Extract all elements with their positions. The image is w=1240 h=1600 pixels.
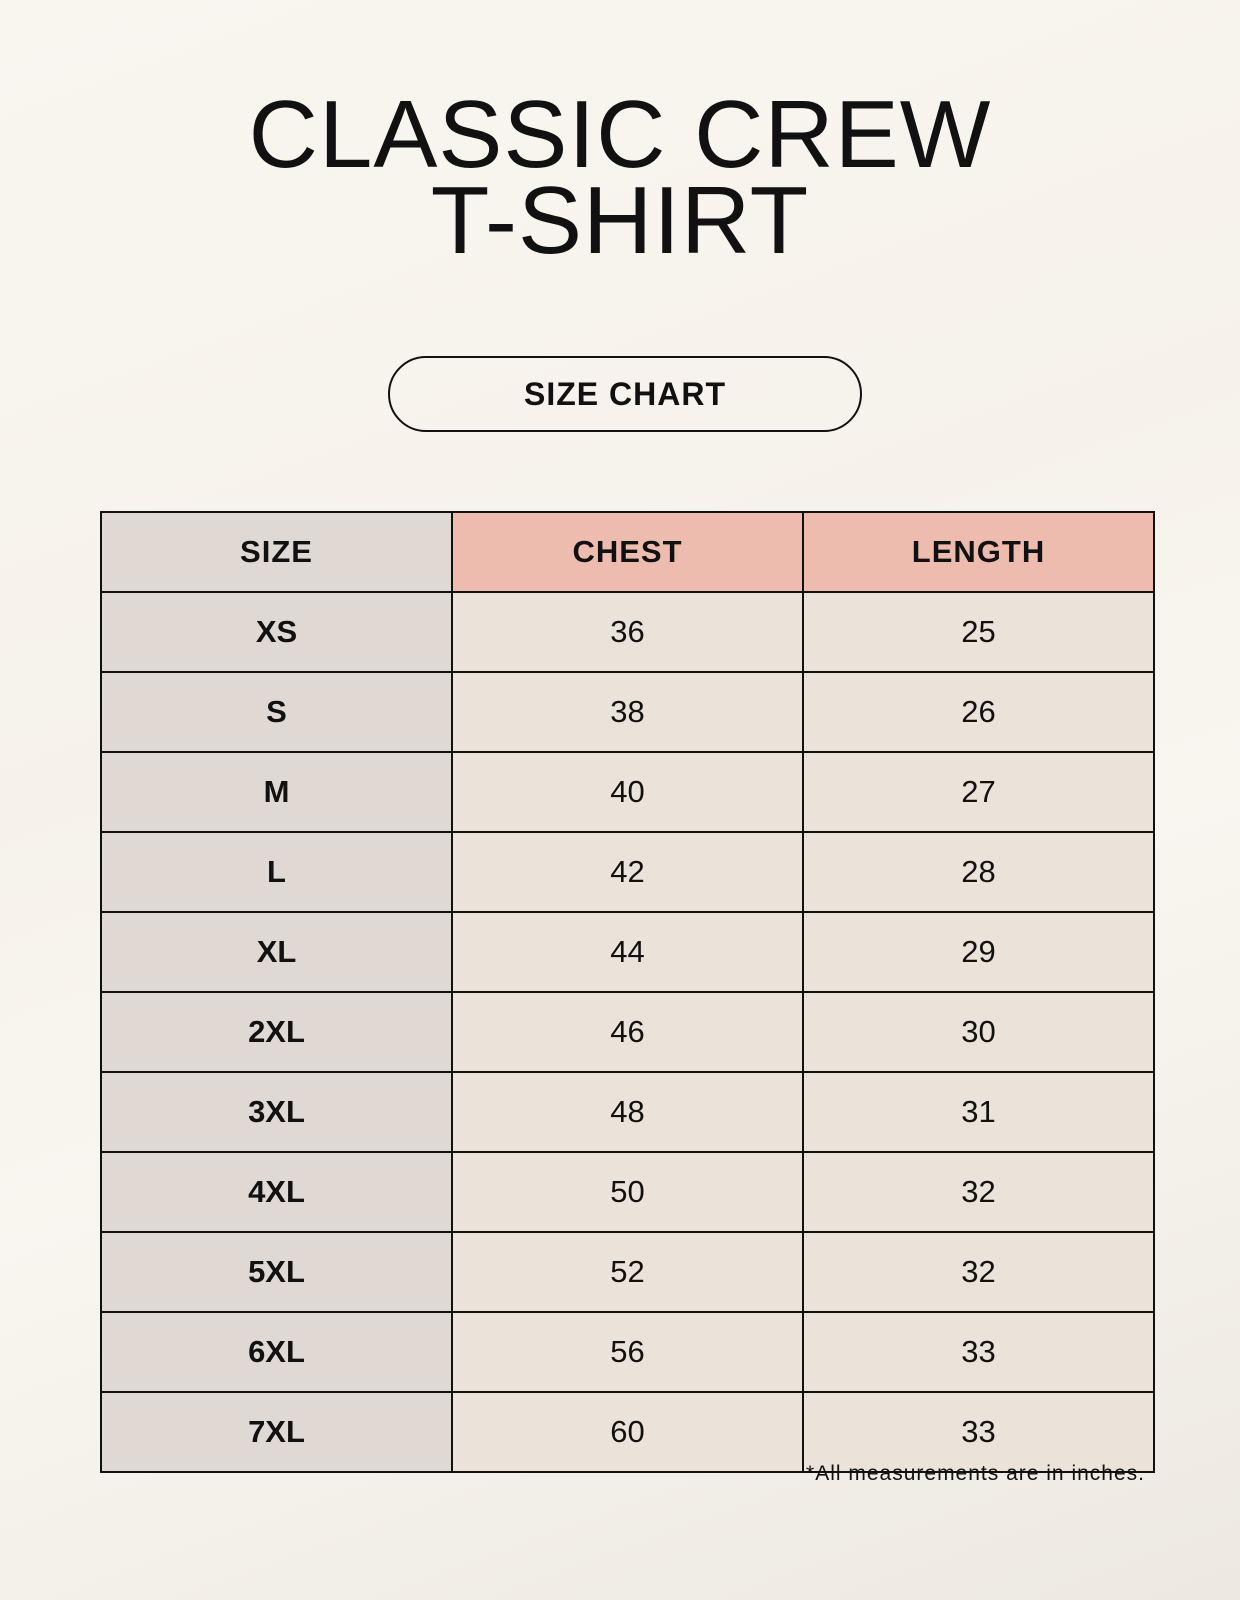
cell-length: 25 (802, 591, 1155, 673)
cell-chest: 48 (451, 1071, 804, 1153)
header-chest: CHEST (451, 511, 804, 593)
cell-size: 2XL (100, 991, 453, 1073)
cell-size: 3XL (100, 1071, 453, 1153)
table-row: 7XL 60 33 (100, 1391, 1155, 1473)
cell-length: 33 (802, 1311, 1155, 1393)
cell-length: 31 (802, 1071, 1155, 1153)
size-table: SIZE CHEST LENGTH XS 36 25 S 38 26 M 40 27 L 42 28 X… (100, 511, 1155, 1473)
cell-chest: 38 (451, 671, 804, 753)
cell-size: L (100, 831, 453, 913)
cell-size: XL (100, 911, 453, 993)
cell-chest: 52 (451, 1231, 804, 1313)
cell-length: 27 (802, 751, 1155, 833)
cell-chest: 40 (451, 751, 804, 833)
cell-length: 32 (802, 1151, 1155, 1233)
table-row: 6XL 56 33 (100, 1311, 1155, 1393)
table-row: M 40 27 (100, 751, 1155, 833)
cell-size: M (100, 751, 453, 833)
cell-size: 6XL (100, 1311, 453, 1393)
header-size: SIZE (100, 511, 453, 593)
cell-chest: 42 (451, 831, 804, 913)
size-chart-badge: SIZE CHART (388, 356, 862, 432)
table-row: 5XL 52 32 (100, 1231, 1155, 1313)
cell-size: XS (100, 591, 453, 673)
table-row: XL 44 29 (100, 911, 1155, 993)
cell-size: S (100, 671, 453, 753)
cell-chest: 50 (451, 1151, 804, 1233)
cell-size: 5XL (100, 1231, 453, 1313)
table-row: 3XL 48 31 (100, 1071, 1155, 1153)
cell-length: 28 (802, 831, 1155, 913)
table-row: XS 36 25 (100, 591, 1155, 673)
table-row: L 42 28 (100, 831, 1155, 913)
cell-chest: 56 (451, 1311, 804, 1393)
page-title: CLASSIC CREW T-SHIRT (0, 81, 1240, 274)
table-row: S 38 26 (100, 671, 1155, 753)
cell-chest: 46 (451, 991, 804, 1073)
table-row: 4XL 50 32 (100, 1151, 1155, 1233)
cell-length: 29 (802, 911, 1155, 993)
title-line-1: CLASSIC CREW (248, 81, 992, 188)
table-row: 2XL 46 30 (100, 991, 1155, 1073)
table-header-row: SIZE CHEST LENGTH (100, 511, 1155, 593)
cell-chest: 60 (451, 1391, 804, 1473)
title-line-2: T-SHIRT (430, 167, 810, 274)
cell-chest: 36 (451, 591, 804, 673)
header-length: LENGTH (802, 511, 1155, 593)
cell-length: 32 (802, 1231, 1155, 1313)
cell-length: 30 (802, 991, 1155, 1073)
cell-length: 26 (802, 671, 1155, 753)
cell-size: 4XL (100, 1151, 453, 1233)
cell-length: 33 (802, 1391, 1155, 1473)
cell-size: 7XL (100, 1391, 453, 1473)
cell-chest: 44 (451, 911, 804, 993)
footnote: *All measurements are in inches. (806, 1462, 1145, 1485)
